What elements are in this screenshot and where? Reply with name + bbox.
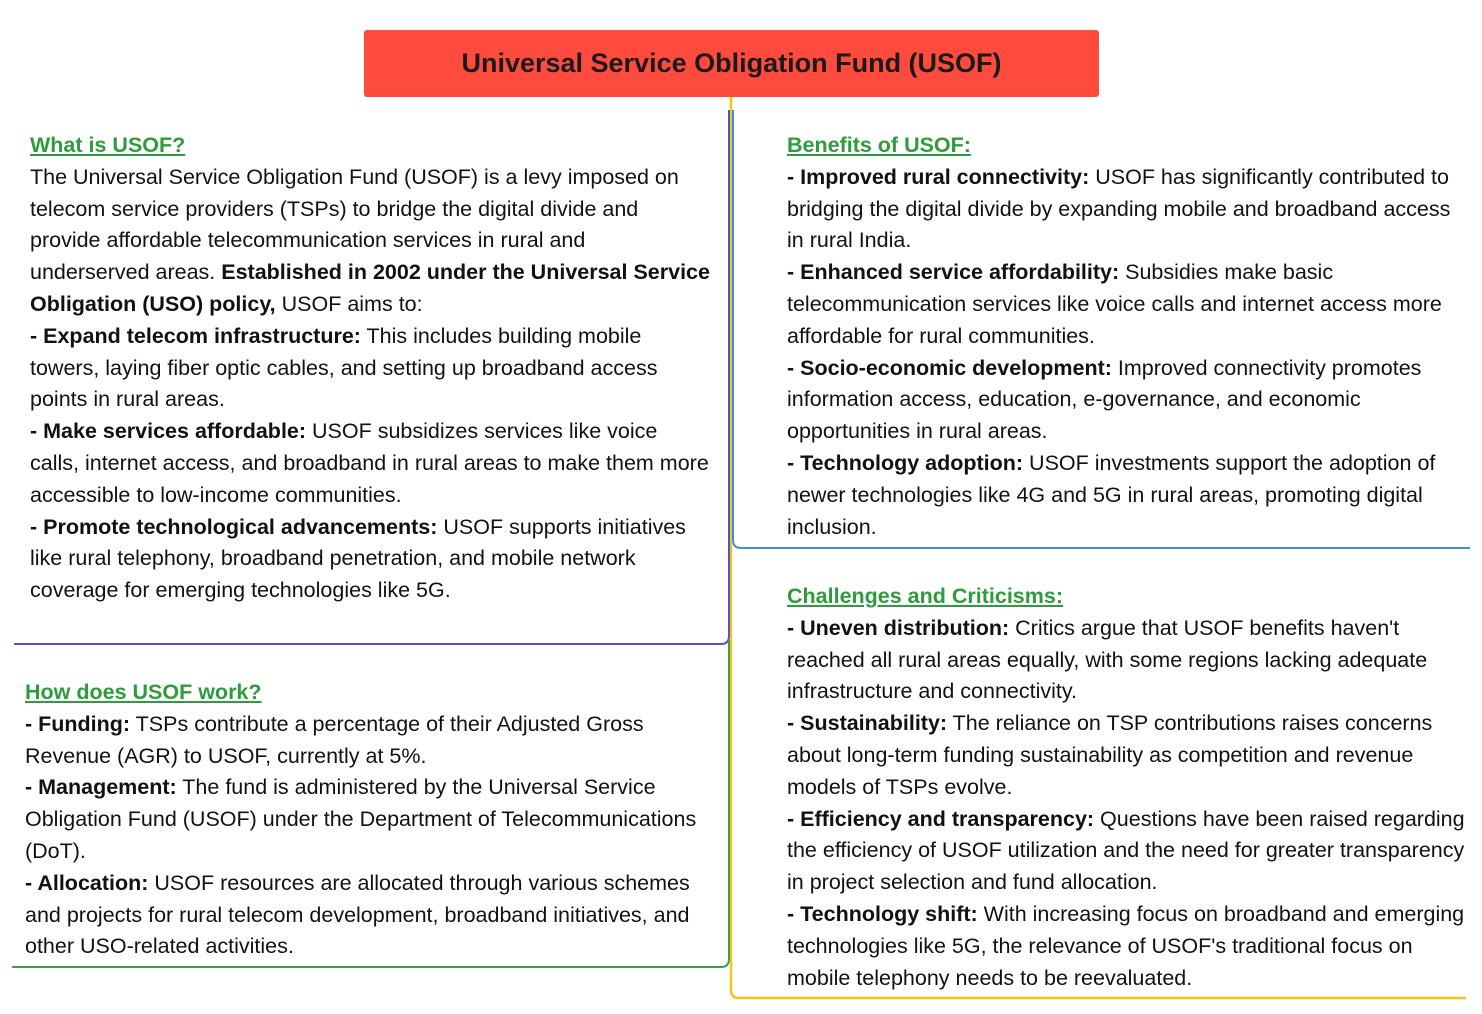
list-item: - Improved rural connectivity: USOF has … — [787, 164, 1451, 253]
list-item: - Expand telecom infrastructure: This in… — [30, 323, 658, 412]
list-item: - Make services affordable: USOF subsidi… — [30, 419, 709, 507]
list-item: - Sustainability: The reliance on TSP co… — [787, 711, 1433, 799]
list-item: - Efficiency and transparency: Questions… — [787, 806, 1465, 895]
what-intro: The Universal Service Obligation Fund (U… — [30, 164, 710, 316]
what-underline — [14, 110, 730, 645]
list-item: - Uneven distribution: Critics argue tha… — [787, 615, 1428, 704]
list-item: - Allocation: USOF resources are allocat… — [25, 870, 690, 959]
how-does-usof-work-node[interactable]: How does USOF work? - Funding: TSPs cont… — [25, 677, 715, 963]
challenges-node[interactable]: Challenges and Criticisms: - Uneven dist… — [787, 581, 1467, 994]
benefits-heading: Benefits of USOF: — [787, 133, 971, 157]
list-item: - Technology shift: With increasing focu… — [787, 901, 1465, 990]
list-item: - Socio-economic development: Improved c… — [787, 355, 1422, 444]
list-item: - Enhanced service affordability: Subsid… — [787, 260, 1442, 348]
benefits-node[interactable]: Benefits of USOF: - Improved rural conne… — [787, 130, 1467, 543]
what-intro-bold: Established in 2002 under the Universal … — [30, 260, 710, 316]
what-is-usof-node[interactable]: What is USOF? The Universal Service Obli… — [30, 130, 710, 607]
list-item: - Technology adoption: USOF investments … — [787, 450, 1436, 539]
how-underline — [12, 640, 730, 968]
list-item: - Management: The fund is administered b… — [25, 775, 697, 863]
central-topic[interactable]: Universal Service Obligation Fund (USOF) — [364, 30, 1099, 97]
central-topic-label: Universal Service Obligation Fund (USOF) — [461, 48, 1002, 78]
trunk-line — [729, 97, 1466, 1000]
how-heading: How does USOF work? — [25, 680, 262, 704]
benefits-underline — [732, 110, 1470, 549]
challenges-heading: Challenges and Criticisms: — [787, 584, 1063, 608]
list-item: - Promote technological advancements: US… — [30, 514, 686, 603]
list-item: - Funding: TSPs contribute a percentage … — [25, 711, 644, 768]
what-heading: What is USOF? — [30, 133, 186, 157]
